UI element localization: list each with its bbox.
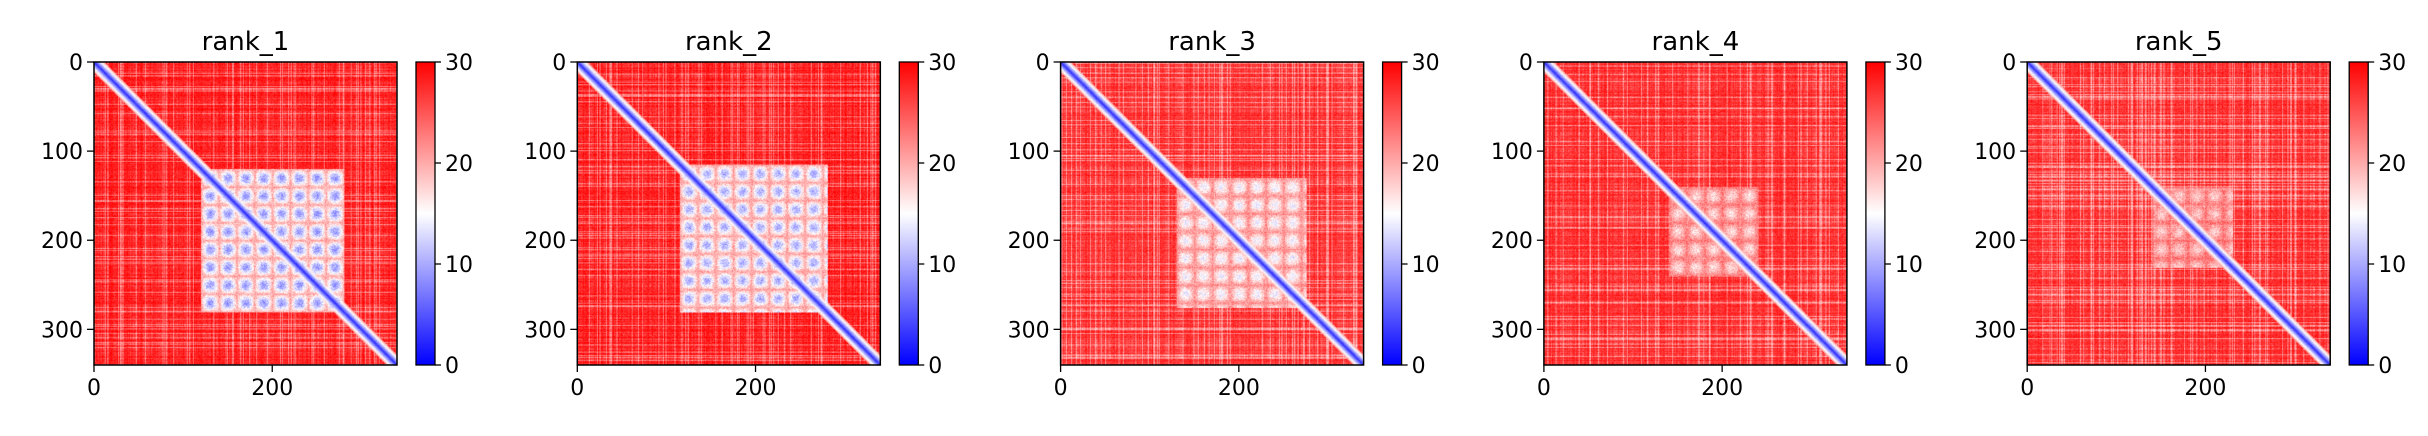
y-tick-label: 300 (1008, 318, 1050, 343)
axes-frame (1543, 61, 1848, 366)
axes-frame (576, 61, 882, 366)
colorbar-tick-label: 30 (2378, 51, 2406, 76)
subplot-rank_1: rank_1 0 200 0 100 200 300 0 10 20 30 (41, 27, 473, 401)
colorbar (415, 61, 436, 366)
colorbar-tick-label: 0 (445, 354, 459, 379)
colorbar-tick-label: 10 (928, 253, 956, 278)
colorbar-tick-label: 20 (2378, 152, 2406, 177)
y-tick-label: 100 (524, 140, 566, 165)
colorbar-tick-label: 20 (1895, 152, 1923, 177)
colorbar-tick-label: 20 (928, 152, 956, 177)
x-tick-label: 200 (1218, 376, 1260, 401)
y-tick-label: 200 (1008, 229, 1050, 254)
colorbar-tick-label: 30 (445, 51, 473, 76)
colorbar-tick-label: 30 (1895, 51, 1923, 76)
x-tick-label: 200 (1701, 376, 1743, 401)
y-tick-label: 200 (524, 229, 566, 254)
subplot-title: rank_2 (685, 27, 773, 57)
y-tick-label: 200 (41, 229, 83, 254)
y-tick-label: 100 (1008, 140, 1050, 165)
heatmap-image (1060, 62, 1364, 365)
axes-frame (1059, 61, 1365, 366)
x-tick-label: 0 (87, 376, 101, 401)
axes-frame (93, 61, 398, 366)
y-tick-label: 0 (1036, 51, 1050, 76)
x-tick-label: 0 (1054, 376, 1068, 401)
x-tick-label: 0 (2020, 376, 2034, 401)
colorbar-tick-label: 30 (1412, 51, 1440, 76)
x-tick-label: 200 (735, 376, 777, 401)
y-tick-label: 0 (552, 51, 566, 76)
colorbar (1865, 61, 1886, 366)
heatmap-image (1543, 62, 1847, 365)
x-tick-label: 0 (1537, 376, 1551, 401)
y-tick-label: 100 (41, 140, 83, 165)
colorbar-tick-label: 30 (928, 51, 956, 76)
colorbar-tick-label: 20 (1412, 152, 1440, 177)
colorbar-tick-label: 10 (1895, 253, 1923, 278)
x-tick-label: 0 (570, 376, 584, 401)
colorbar (1381, 61, 1403, 366)
y-tick-label: 0 (1519, 51, 1533, 76)
subplot-rank_5: rank_5 0 200 0 100 200 300 0 10 20 30 (1974, 27, 2406, 401)
subplot-rank_4: rank_4 0 200 0 100 200 300 0 10 20 30 (1491, 27, 1923, 401)
y-tick-label: 300 (1974, 318, 2016, 343)
subplot-title: rank_1 (202, 27, 290, 57)
y-tick-label: 200 (1974, 229, 2016, 254)
axes-frame (2026, 61, 2331, 366)
y-tick-label: 100 (1974, 140, 2016, 165)
colorbar-tick-label: 10 (1412, 253, 1440, 278)
heatmap-image (94, 62, 397, 365)
x-tick-label: 200 (2184, 376, 2226, 401)
subplot-title: rank_3 (1168, 27, 1256, 57)
subplot-title: rank_5 (2135, 27, 2223, 57)
subplot-rank_2: rank_2 0 200 0 100 200 300 0 10 20 30 (524, 27, 956, 401)
y-tick-label: 100 (1491, 140, 1533, 165)
y-tick-label: 200 (1491, 229, 1533, 254)
y-tick-label: 300 (1491, 318, 1533, 343)
colorbar-tick-label: 0 (928, 354, 942, 379)
subplot-title: rank_4 (1652, 27, 1740, 57)
colorbar-tick-label: 10 (2378, 253, 2406, 278)
colorbar-tick-label: 0 (2378, 354, 2392, 379)
colorbar (2348, 61, 2369, 366)
x-tick-label: 200 (251, 376, 293, 401)
colorbar-tick-label: 0 (1895, 354, 1909, 379)
heatmap-image (577, 62, 881, 365)
colorbar (898, 61, 919, 366)
colorbar-tick-label: 10 (445, 253, 473, 278)
y-tick-label: 300 (524, 318, 566, 343)
heatmap-image (2027, 62, 2331, 365)
colorbar-tick-label: 0 (1412, 354, 1426, 379)
y-tick-label: 300 (41, 318, 83, 343)
colorbar-tick-label: 20 (445, 152, 473, 177)
subplot-rank_3: rank_3 0 200 0 100 200 300 0 10 20 30 (1008, 27, 1440, 401)
y-tick-label: 0 (69, 51, 83, 76)
y-tick-label: 0 (2002, 51, 2016, 76)
